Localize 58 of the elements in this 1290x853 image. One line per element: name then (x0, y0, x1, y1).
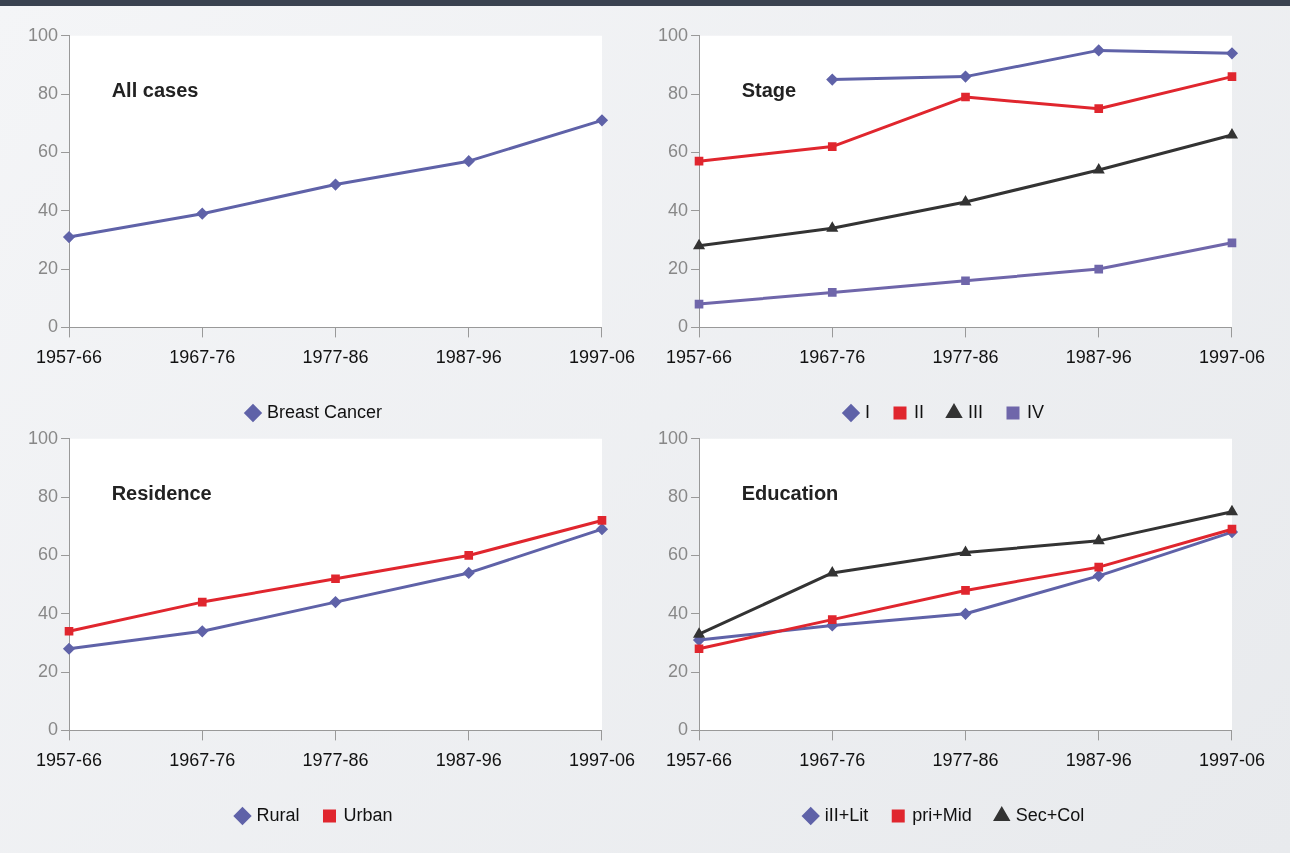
x-tick-label: 1997-06 (1198, 750, 1265, 771)
x-tick-label: 1967-76 (799, 750, 866, 771)
y-tick-label: 0 (678, 719, 689, 740)
x-tick-label: 1997-06 (568, 347, 635, 368)
y-tick-label: 80 (668, 486, 689, 507)
x-tick-label: 1967-76 (169, 750, 236, 771)
x-tick-label: 1977-86 (302, 750, 369, 771)
y-tick-label: 80 (668, 83, 689, 104)
x-tick-label: 1977-86 (932, 347, 999, 368)
y-tick-label: 0 (48, 719, 59, 740)
x-tick-label: 1987-96 (435, 347, 502, 368)
text: Education (741, 481, 839, 504)
legend-label: Rural (256, 804, 300, 825)
x-tick-label: 1957-66 (36, 347, 103, 368)
x-tick-label: 1997-06 (1198, 347, 1265, 368)
legend-label: IV (1027, 401, 1045, 422)
text: Stage (741, 78, 797, 101)
x-tick-label: 1957-66 (666, 347, 733, 368)
y-tick-label: 80 (38, 486, 59, 507)
legend-label: I (864, 401, 871, 422)
x-tick-label: 1987-96 (1065, 347, 1132, 368)
y-tick-label: 100 (27, 24, 59, 45)
y-tick-label: 0 (678, 316, 689, 337)
y-tick-label: 100 (27, 427, 59, 448)
y-tick-label: 20 (668, 258, 689, 279)
y-tick-label: 60 (668, 141, 689, 162)
y-tick-label: 40 (38, 199, 59, 220)
x-tick-label: 1967-76 (799, 347, 866, 368)
x-tick-label: 1977-86 (302, 347, 369, 368)
legend-label: Breast Cancer (266, 401, 383, 422)
legend-label: II (913, 401, 925, 422)
legend-label: Sec+Col (1015, 804, 1085, 825)
legend-label: Urban (343, 804, 393, 825)
y-tick-label: 20 (38, 661, 59, 682)
legend-label: III (968, 401, 984, 422)
y-tick-label: 60 (668, 544, 689, 565)
text: All cases (111, 78, 199, 101)
x-tick-label: 1957-66 (36, 750, 103, 771)
y-tick-label: 60 (38, 544, 59, 565)
y-tick-label: 20 (668, 661, 689, 682)
text: Residence (111, 481, 212, 504)
x-tick-label: 1967-76 (169, 347, 236, 368)
y-tick-label: 40 (38, 602, 59, 623)
y-tick-label: 40 (668, 602, 689, 623)
y-tick-label: 60 (38, 141, 59, 162)
y-tick-label: 100 (657, 24, 689, 45)
x-tick-label: 1977-86 (932, 750, 999, 771)
x-tick-label: 1997-06 (568, 750, 635, 771)
y-tick-label: 100 (657, 427, 689, 448)
y-tick-label: 40 (668, 199, 689, 220)
y-tick-label: 80 (38, 83, 59, 104)
legend-label: iII+Lit (824, 804, 869, 825)
x-tick-label: 1987-96 (435, 750, 502, 771)
legend-label: pri+Mid (912, 804, 972, 825)
y-tick-label: 0 (48, 316, 59, 337)
x-tick-label: 1987-96 (1065, 750, 1132, 771)
x-tick-label: 1957-66 (666, 750, 733, 771)
y-tick-label: 20 (38, 258, 59, 279)
